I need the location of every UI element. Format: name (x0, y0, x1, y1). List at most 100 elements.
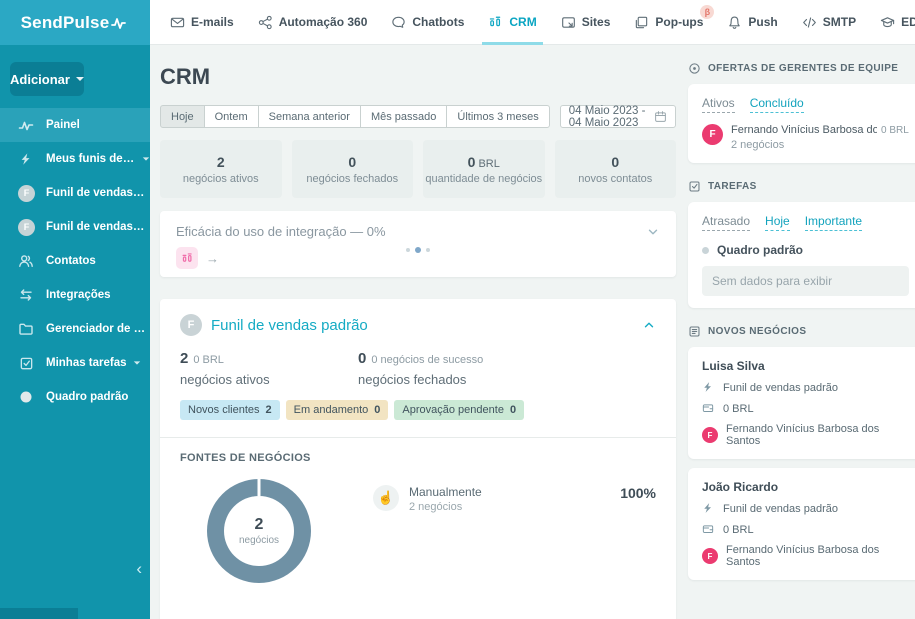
folder-icon (18, 321, 34, 337)
chevron-up-icon[interactable] (642, 318, 656, 332)
chart-legend: ☝ Manualmente 2 negócios (373, 485, 482, 513)
stat-label: quantidade de negócios (425, 172, 543, 185)
nav-label: Pop-ups (655, 15, 704, 29)
deal-card-joao-ricardo[interactable]: João Ricardo Funil de vendas padrão 0 BR… (688, 468, 915, 580)
legend-label: Manualmente (409, 485, 482, 499)
sidebar-collapse-button[interactable]: ‹ (136, 559, 142, 578)
board-row[interactable]: Quadro padrão (702, 243, 909, 257)
stage-tag-aprovacao-pendente[interactable]: Aprovação pendente 0 (394, 400, 525, 420)
carousel-dot[interactable] (406, 248, 410, 252)
stage-tag-novos-clientes[interactable]: Novos clientes 2 (180, 400, 280, 420)
date-filter-group: Hoje Ontem Semana anterior Mês passado Ú… (160, 105, 550, 128)
sidebar-item-label: Funil de vendas pa... (46, 221, 146, 233)
sidebar-item-contatos[interactable]: Contatos (0, 244, 150, 278)
nav-push[interactable]: Push (727, 0, 778, 45)
tasks-section-header: TAREFAS (688, 180, 915, 193)
arrow-right-icon: → (206, 250, 219, 266)
sidebar-item-funil-1[interactable]: F Funil de vendas pa... (0, 176, 150, 210)
active-sub: 0 BRL (193, 354, 224, 366)
funnel-active-stat: 2 0 BRL negócios ativos (180, 350, 358, 387)
board-dot-icon (18, 389, 34, 405)
board-name: Quadro padrão (717, 243, 804, 257)
stat-value: 0 (611, 153, 620, 170)
pulse-icon (111, 17, 127, 29)
manager-avatar: F (702, 124, 723, 145)
board-dot-icon (702, 246, 709, 254)
sidebar-item-gerenciador[interactable]: Gerenciador de ar... (0, 312, 150, 346)
nav-edu[interactable]: EDU (880, 0, 915, 45)
deal-owner: Fernando Vinícius Barbosa dos Santos (726, 544, 880, 568)
sidebar-item-integracoes[interactable]: Integrações (0, 278, 150, 312)
stat-label: negócios fechados (306, 172, 399, 185)
filter-ultimos-3-meses[interactable]: Últimos 3 meses (446, 105, 550, 128)
stat-deal-amount: 0 BRL quantidade de negócios (423, 140, 545, 198)
date-range-input[interactable]: 04 Maio 2023 - 04 Maio 2023 (559, 104, 676, 129)
nav-sites[interactable]: Sites (561, 0, 610, 45)
board-list-icon (688, 325, 701, 338)
add-button[interactable]: Adicionar (10, 62, 84, 96)
sidebar-item-quadro-padrao[interactable]: Quadro padrão (0, 380, 150, 414)
sidebar-item-label: Integrações (46, 289, 111, 301)
graduation-cap-icon (880, 15, 895, 30)
wallet-icon (702, 402, 715, 415)
bell-icon (727, 15, 742, 30)
stat-value: 0 (348, 153, 357, 170)
stat-active-deals: 2 negócios ativos (160, 140, 282, 198)
nav-emails[interactable]: E-mails (170, 0, 234, 45)
filter-ontem[interactable]: Ontem (203, 105, 259, 128)
divider (160, 437, 676, 438)
nav-label: Push (748, 15, 778, 29)
sidebar-item-minhas-tarefas[interactable]: Minhas tarefas (0, 346, 150, 380)
sendpulse-logo[interactable]: SendPulse (0, 0, 150, 45)
sidebar-item-painel[interactable]: Painel (0, 108, 150, 142)
sidebar-item-meus-funis[interactable]: Meus funis de ven... (0, 142, 150, 176)
filter-hoje[interactable]: Hoje (160, 105, 205, 128)
beta-badge: β (700, 4, 715, 19)
owner-avatar: F (702, 427, 718, 443)
nav-popups[interactable]: Pop-ups β (634, 0, 715, 45)
nav-smtp[interactable]: SMTP (802, 0, 856, 45)
chevron-down-icon (133, 361, 140, 365)
main-region: E-mails Automação 360 Chatbots CRM Sites… (150, 0, 915, 619)
nav-automacao-360[interactable]: Automação 360 (258, 0, 367, 45)
deal-name: Luisa Silva (702, 359, 765, 373)
deal-card-luisa-silva[interactable]: Luisa Silva Funil de vendas padrão 0 BRL… (688, 347, 915, 459)
carousel-dot-active[interactable] (415, 247, 421, 253)
stage-tags: Novos clientes 2 Em andamento 0 Aprovação … (180, 400, 656, 420)
deals-title: NOVOS NEGÓCIOS (708, 326, 807, 337)
sidebar-item-funil-2[interactable]: F Funil de vendas pa... (0, 210, 150, 244)
nav-crm[interactable]: CRM (482, 0, 544, 45)
deal-name: João Ricardo (702, 480, 779, 494)
manual-hand-icon: ☝ (373, 485, 399, 511)
nav-label: SMTP (822, 15, 857, 29)
manager-deals: 2 negócios (731, 139, 785, 151)
tab-concluido[interactable]: Concluído (749, 96, 804, 113)
manager-row[interactable]: F Fernando Vinícius Barbosa dos Sa... 0 … (702, 124, 909, 151)
funnel-avatar: F (180, 314, 202, 336)
sources-title: FONTES DE NEGÓCIOS (180, 452, 311, 464)
filter-mes-passado[interactable]: Mês passado (359, 105, 448, 128)
chevron-down-icon[interactable] (646, 225, 660, 239)
manager-name: Fernando Vinícius Barbosa dos Sa... (731, 124, 877, 136)
carousel-dot[interactable] (426, 248, 430, 252)
tab-importante[interactable]: Importante (804, 214, 863, 231)
tab-hoje[interactable]: Hoje (765, 214, 790, 231)
funnel-name-link[interactable]: Funil de vendas padrão (211, 316, 368, 334)
filter-semana-anterior[interactable]: Semana anterior (257, 105, 361, 128)
tab-atrasado[interactable]: Atrasado (702, 214, 751, 231)
deal-amount: 0 BRL (723, 523, 754, 536)
code-icon (802, 15, 817, 30)
nav-chatbots[interactable]: Chatbots (391, 0, 464, 45)
offers-card: Ativos Concluído F Fernando Vinícius Bar… (688, 84, 915, 163)
crm-integration-icon[interactable] (176, 247, 198, 269)
date-range-value: 04 Maio 2023 - 04 Maio 2023 (568, 104, 646, 129)
tasks-checkbox-icon (18, 355, 34, 371)
tab-ativos[interactable]: Ativos (702, 96, 735, 113)
nav-label: CRM (509, 15, 537, 29)
stage-tag-em-andamento[interactable]: Em andamento 0 (285, 400, 389, 420)
sidebar-item-label: Funil de vendas pa... (46, 187, 146, 199)
contacts-icon (18, 253, 34, 269)
deal-funnel: Funil de vendas padrão (723, 502, 838, 515)
popup-icon (634, 15, 649, 30)
